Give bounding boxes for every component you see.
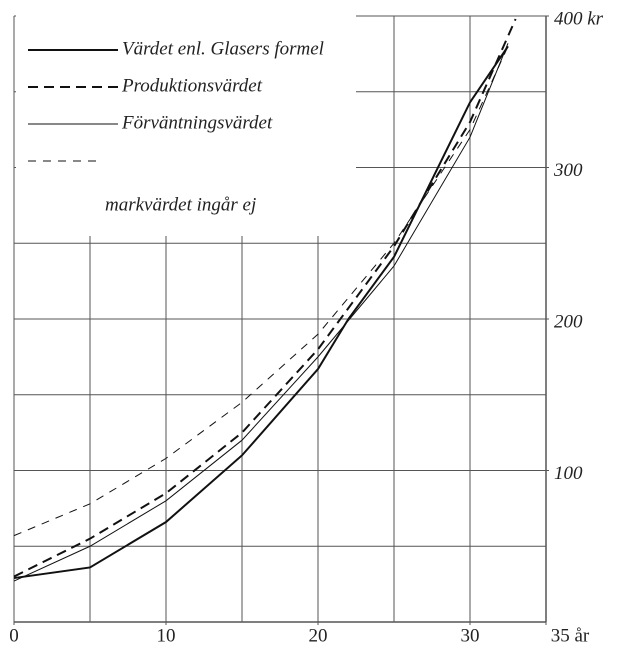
legend-label: Förväntningsvärdet bbox=[121, 112, 273, 133]
y-tick-label: 100 bbox=[554, 463, 583, 484]
series-line bbox=[13, 43, 509, 582]
y-tick-label: 200 bbox=[554, 311, 583, 332]
y-tick-label: 400 kr bbox=[554, 8, 604, 29]
x-tick-label: 20 bbox=[309, 625, 328, 646]
series-line bbox=[13, 45, 509, 580]
y-tick-label: 300 bbox=[553, 160, 583, 181]
x-tick-label: 0 bbox=[9, 625, 19, 646]
lines bbox=[13, 18, 517, 582]
series-line bbox=[13, 46, 509, 537]
legend-label: markvärdet ingår ej bbox=[105, 194, 256, 215]
x-tick-label: 10 bbox=[157, 625, 176, 646]
legend-label: Värdet enl. Glasers formel bbox=[122, 38, 324, 59]
grid: 0 10 20 30 35 år 100 200 300 400 kr bbox=[9, 8, 603, 646]
x-tick-label: 35 år bbox=[551, 625, 590, 646]
x-tick-label: 30 bbox=[461, 625, 480, 646]
series-line bbox=[13, 18, 517, 578]
legend: Värdet enl. Glasers formel Produktionsvär… bbox=[28, 38, 324, 215]
legend-label: Produktionsvärdet bbox=[121, 75, 263, 96]
